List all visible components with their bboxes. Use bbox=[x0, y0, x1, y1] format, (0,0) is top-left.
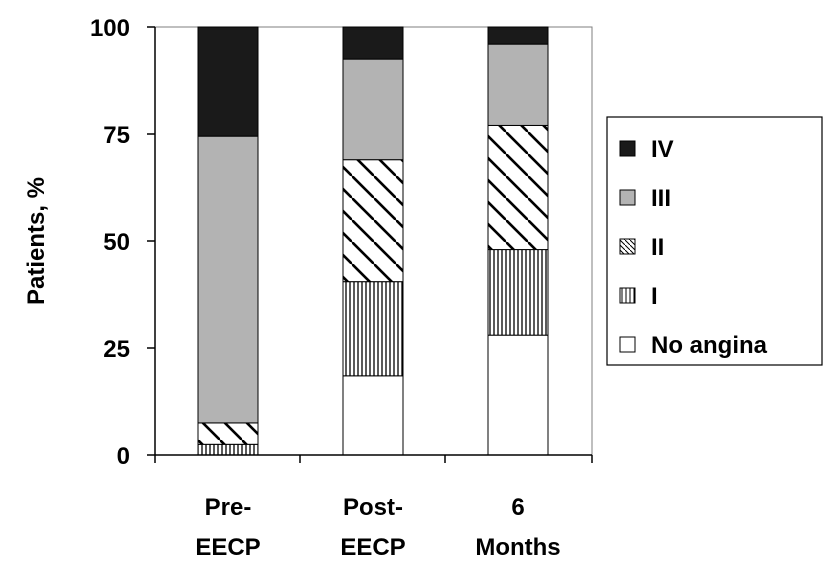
bar-segment-ii-1 bbox=[197, 422, 259, 445]
legend-box bbox=[606, 116, 823, 366]
x-category-label: Pre- bbox=[205, 494, 252, 521]
y-tick-label: 25 bbox=[103, 336, 130, 363]
bar-segment-iv-2 bbox=[342, 26, 404, 60]
bars-group bbox=[197, 26, 549, 456]
legend-label-iii: III bbox=[651, 185, 671, 212]
bar-segment-no-angina-2 bbox=[342, 375, 404, 456]
bar-segment-ii-3 bbox=[487, 124, 549, 251]
bar-segment-iii-2 bbox=[342, 58, 404, 161]
x-category-label: EECP bbox=[195, 534, 260, 561]
y-tick-label: 0 bbox=[117, 443, 130, 470]
bar-segment-no-angina-3 bbox=[487, 334, 549, 456]
legend-swatch-no-angina bbox=[619, 336, 636, 353]
legend-label-i: I bbox=[651, 283, 658, 310]
bar-segment-iv-1 bbox=[197, 26, 259, 137]
x-category-label: EECP bbox=[340, 534, 405, 561]
axes-group: 0 25 50 75 100 Pre- EECP Post- EECP 6 Months Patien… bbox=[23, 15, 593, 561]
legend-swatch-iv bbox=[619, 140, 636, 157]
bar-segment-iii-3 bbox=[487, 43, 549, 126]
legend-swatch-iii bbox=[619, 189, 636, 206]
bar-segment-iii-1 bbox=[197, 135, 259, 424]
bar-segment-i-2 bbox=[342, 281, 404, 377]
x-category-label: 6 bbox=[511, 494, 524, 521]
y-tick-label: 50 bbox=[103, 229, 130, 256]
y-tick-label: 100 bbox=[90, 15, 130, 42]
legend-swatch-ii bbox=[619, 238, 636, 255]
y-tick-label: 75 bbox=[103, 122, 130, 149]
bar-segment-ii-2 bbox=[342, 159, 404, 283]
legend-label-iv: IV bbox=[651, 136, 674, 163]
x-category-label: Months bbox=[475, 534, 560, 561]
x-category-label: Post- bbox=[343, 494, 403, 521]
legend-swatch-i bbox=[619, 287, 636, 304]
bar-segment-i-3 bbox=[487, 249, 549, 336]
bar-segment-iv-3 bbox=[487, 26, 549, 45]
y-axis-title: Patients, % bbox=[23, 177, 50, 305]
bar-segment-i-1 bbox=[197, 443, 259, 456]
legend-label-ii: II bbox=[651, 234, 664, 261]
legend-label-no-angina: No angina bbox=[651, 332, 768, 359]
